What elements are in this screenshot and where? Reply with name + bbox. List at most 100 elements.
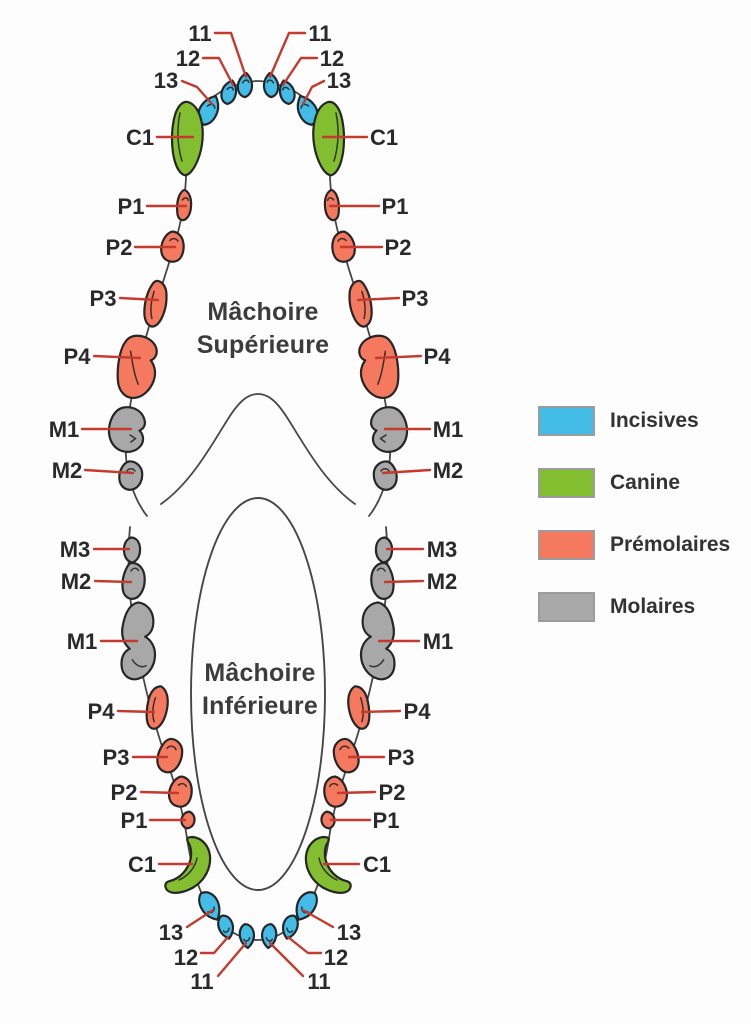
leader-lower-right-P2	[336, 790, 377, 795]
label-lower-left-C1: C1	[128, 852, 156, 877]
tooth-upper-left-M2	[118, 460, 144, 491]
tooth-detail-line	[178, 857, 198, 881]
tooth-lower-right-11	[260, 923, 278, 950]
label-upper-right-C1: C1	[370, 125, 398, 150]
leader-lower-right-11	[268, 941, 305, 978]
tooth-detail-line	[169, 237, 179, 242]
tooth-lower-right-P1	[320, 810, 336, 830]
tooth-detail-line	[181, 197, 190, 202]
tooth-upper-right-P3	[348, 279, 373, 328]
label-upper-left-P4: P4	[64, 344, 92, 369]
tooth-detail-line	[376, 567, 386, 572]
tooth-shape-upper-left-P4	[116, 334, 158, 399]
tooth-detail-line	[152, 696, 157, 723]
label-upper-right-P3: P3	[402, 286, 429, 311]
tooth-detail-line	[286, 927, 294, 933]
tooth-lower-right-M2	[370, 561, 395, 600]
tooth-detail-line	[226, 86, 234, 91]
tooth-detail-line	[177, 782, 188, 788]
label-upper-left-M1: M1	[49, 417, 80, 442]
tooth-shape-lower-left-P1	[180, 810, 196, 830]
label-upper-left-12: 12	[176, 46, 200, 71]
leader-upper-right-P3	[356, 296, 401, 302]
label-upper-right-12: 12	[320, 46, 344, 71]
label-lower-left-P4: P4	[88, 699, 116, 724]
leader-lines	[80, 31, 432, 978]
legend: Incisives Canine Prémolaires Molaires	[538, 406, 730, 622]
leader-lower-right-P4	[360, 709, 402, 714]
tooth-lower-right-C1	[304, 835, 352, 894]
label-lower-left-P3: P3	[103, 745, 130, 770]
leader-upper-left-12	[201, 56, 235, 87]
tooth-upper-left-C1	[170, 100, 204, 177]
legend-swatch-premolaire	[538, 530, 595, 560]
tooth-shape-upper-right-P3	[348, 279, 373, 328]
tooth-detail-line	[377, 350, 387, 385]
tooth-detail-line	[266, 79, 275, 84]
tooth-lower-right-P3	[332, 737, 360, 774]
lower-jaw-title-line2: Inférieure	[202, 691, 318, 720]
leader-upper-right-13	[301, 79, 326, 106]
tooth-shape-lower-right-P3	[332, 737, 360, 774]
tooth-lower-left-12	[217, 914, 235, 940]
tooth-lower-left-P4	[145, 685, 169, 730]
tooth-lower-right-P4	[347, 685, 371, 730]
tooth-detail-line	[339, 745, 350, 751]
tooth-shape-upper-left-13	[197, 94, 220, 126]
tooth-shape-lower-right-12	[281, 914, 299, 940]
tooth-shape-upper-left-12	[220, 79, 238, 105]
leader-lower-right-13	[301, 908, 335, 929]
label-upper-left-M2: M2	[52, 458, 83, 483]
leader-upper-left-13	[180, 79, 214, 106]
tooth-detail-line	[361, 290, 366, 320]
leader-upper-left-P3	[118, 296, 160, 302]
tongue-outline	[190, 497, 326, 891]
leader-upper-left-11	[213, 31, 248, 79]
leader-upper-right-P4	[374, 354, 423, 360]
tooth-upper-right-P4	[358, 334, 400, 399]
upper-jaw-title-line1: Mâchoire	[207, 298, 319, 326]
leader-lower-left-M2	[93, 579, 133, 584]
leader-upper-right-12	[281, 56, 319, 87]
legend-item-incisive: Incisives	[538, 406, 730, 436]
leader-lower-left-P4	[116, 709, 156, 714]
tooth-shape-upper-right-C1	[312, 100, 346, 177]
tooth-detail-line	[337, 237, 347, 242]
palate-curve	[160, 393, 356, 505]
label-upper-right-13: 13	[327, 68, 351, 93]
leader-lower-left-12	[199, 935, 230, 955]
tooth-detail-line	[282, 86, 290, 91]
label-lower-left-11: 11	[190, 969, 213, 994]
teeth	[107, 71, 409, 950]
label-lower-right-M1: M1	[423, 629, 454, 654]
tooth-shape-upper-left-11	[236, 71, 254, 99]
tooth-shape-upper-right-11	[262, 71, 280, 99]
tooth-detail-line	[241, 79, 250, 84]
tooth-shape-lower-right-M2	[370, 561, 395, 600]
label-upper-left-P3: P3	[90, 286, 117, 311]
tooth-shape-upper-left-C1	[170, 100, 204, 177]
tooth-detail-line	[166, 745, 177, 751]
tooth-upper-left-11	[236, 71, 254, 99]
tooth-shape-lower-right-P4	[347, 685, 371, 730]
leader-lower-right-12	[286, 935, 323, 955]
leader-lower-left-11	[216, 941, 248, 978]
legend-label-molaire: Molaires	[610, 595, 696, 618]
tooth-detail-line	[129, 350, 139, 385]
tooth-detail-line	[369, 659, 385, 668]
tooth-lower-left-11	[238, 923, 256, 950]
tooth-detail-line	[131, 659, 147, 668]
label-lower-right-M3: M3	[427, 537, 458, 562]
tooth-lower-left-M2	[121, 561, 146, 600]
label-lower-right-11: 11	[307, 969, 330, 994]
jaw-outlines	[124, 80, 392, 941]
tooth-lower-left-P2	[167, 775, 193, 808]
tooth-shape-lower-left-P4	[145, 685, 169, 730]
leader-upper-right-M2	[381, 468, 432, 475]
tooth-shape-lower-right-C1	[304, 835, 352, 894]
tooth-detail-line	[126, 468, 136, 472]
label-upper-right-M1: M1	[433, 417, 464, 442]
